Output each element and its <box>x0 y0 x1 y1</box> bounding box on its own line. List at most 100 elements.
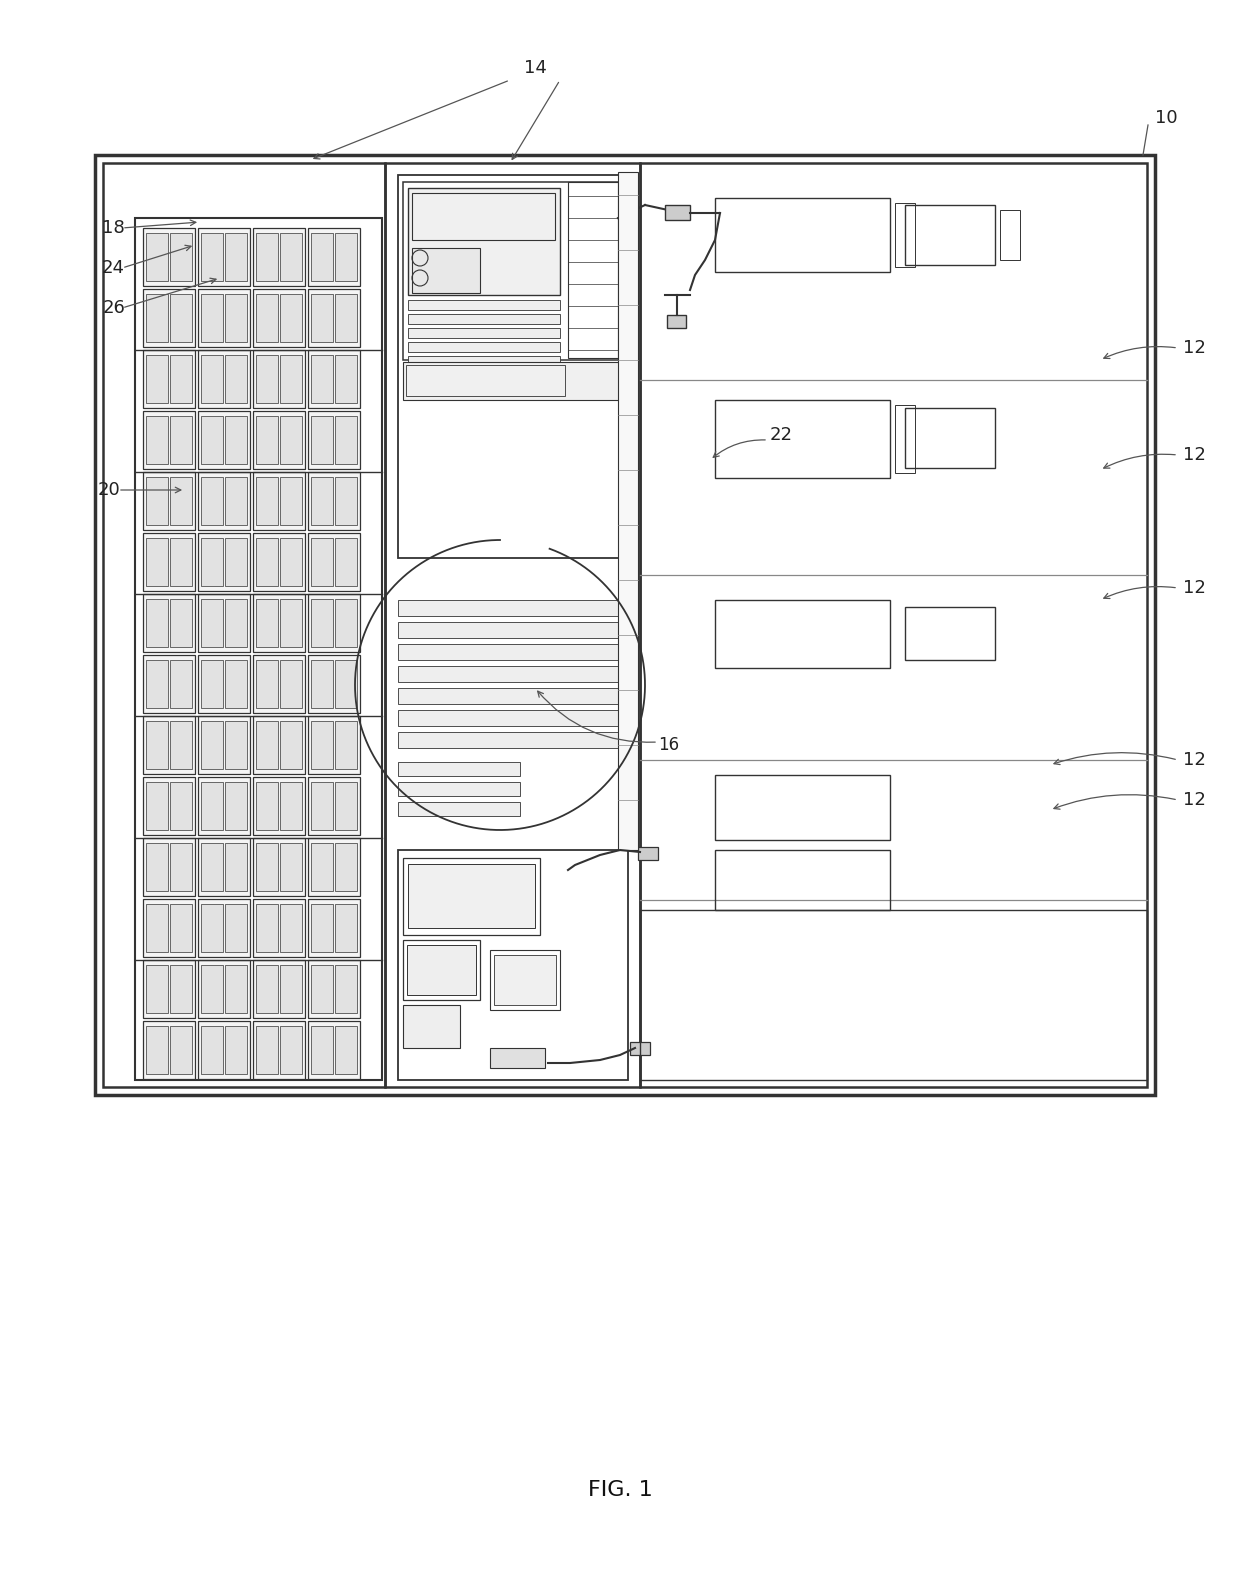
Bar <box>905 607 994 661</box>
Bar <box>198 1021 250 1079</box>
Text: 10: 10 <box>1154 108 1178 127</box>
Bar <box>198 533 250 592</box>
Bar <box>224 355 247 403</box>
Bar <box>143 350 195 408</box>
Bar <box>201 965 223 1014</box>
Bar <box>308 654 360 712</box>
Bar <box>224 1026 247 1075</box>
Bar <box>253 654 305 712</box>
Bar <box>905 408 994 468</box>
Bar <box>255 843 278 891</box>
Bar <box>311 355 334 403</box>
Text: 24: 24 <box>102 259 125 278</box>
Bar <box>715 198 890 271</box>
Bar <box>335 293 357 342</box>
Bar <box>146 234 167 281</box>
Bar <box>407 945 476 995</box>
Bar <box>311 416 334 464</box>
Bar <box>403 362 622 400</box>
Bar <box>253 715 305 774</box>
Bar <box>311 904 334 952</box>
Bar <box>280 355 303 403</box>
Bar <box>308 289 360 347</box>
Bar <box>335 538 357 585</box>
Bar <box>253 472 305 530</box>
Bar <box>335 416 357 464</box>
Bar <box>255 965 278 1014</box>
Bar <box>335 781 357 830</box>
Bar <box>201 781 223 830</box>
Bar <box>335 599 357 646</box>
Bar <box>198 472 250 530</box>
Bar <box>253 533 305 592</box>
Bar <box>143 654 195 712</box>
Bar <box>253 960 305 1018</box>
Bar <box>253 1021 305 1079</box>
Bar <box>146 293 167 342</box>
Bar <box>408 865 534 927</box>
Bar <box>308 1021 360 1079</box>
Bar <box>311 661 334 708</box>
Bar <box>170 904 192 952</box>
Bar <box>201 661 223 708</box>
Bar <box>170 416 192 464</box>
Bar <box>408 188 560 295</box>
Bar <box>715 775 890 839</box>
Bar <box>280 781 303 830</box>
Bar <box>146 904 167 952</box>
Bar <box>170 234 192 281</box>
Bar <box>715 599 890 668</box>
Bar <box>198 777 250 835</box>
Bar <box>311 234 334 281</box>
Bar <box>335 661 357 708</box>
Bar <box>143 777 195 835</box>
Text: 12: 12 <box>1183 579 1205 596</box>
Bar <box>201 1026 223 1075</box>
Bar <box>408 300 560 311</box>
Bar <box>224 234 247 281</box>
Bar <box>280 965 303 1014</box>
Bar <box>311 1026 334 1075</box>
Bar <box>170 843 192 891</box>
Bar <box>905 206 994 265</box>
Bar <box>398 176 627 559</box>
Bar <box>408 328 560 337</box>
Bar <box>311 781 334 830</box>
Bar <box>224 538 247 585</box>
Bar <box>146 722 167 769</box>
Bar <box>103 163 384 1087</box>
Bar <box>311 538 334 585</box>
Text: 14: 14 <box>523 60 547 77</box>
Bar <box>198 715 250 774</box>
Bar <box>253 838 305 896</box>
Bar <box>311 843 334 891</box>
Bar <box>253 289 305 347</box>
Bar <box>146 781 167 830</box>
Bar <box>253 350 305 408</box>
Text: 26: 26 <box>102 300 125 317</box>
Bar <box>224 965 247 1014</box>
Bar <box>146 661 167 708</box>
Bar <box>198 654 250 712</box>
Bar <box>255 722 278 769</box>
Bar <box>398 781 520 795</box>
Bar <box>224 661 247 708</box>
Bar <box>398 711 627 726</box>
Bar <box>198 228 250 286</box>
Bar <box>568 182 618 358</box>
Bar <box>640 163 1147 1087</box>
Bar <box>253 228 305 286</box>
Bar <box>308 899 360 957</box>
Bar <box>253 595 305 653</box>
Bar <box>384 163 640 1087</box>
Bar <box>170 781 192 830</box>
Bar <box>412 248 480 293</box>
Bar <box>201 904 223 952</box>
Bar <box>143 533 195 592</box>
Bar <box>398 763 520 777</box>
Bar <box>143 899 195 957</box>
Bar <box>398 733 627 748</box>
Bar <box>170 293 192 342</box>
Bar <box>198 838 250 896</box>
Bar <box>143 595 195 653</box>
